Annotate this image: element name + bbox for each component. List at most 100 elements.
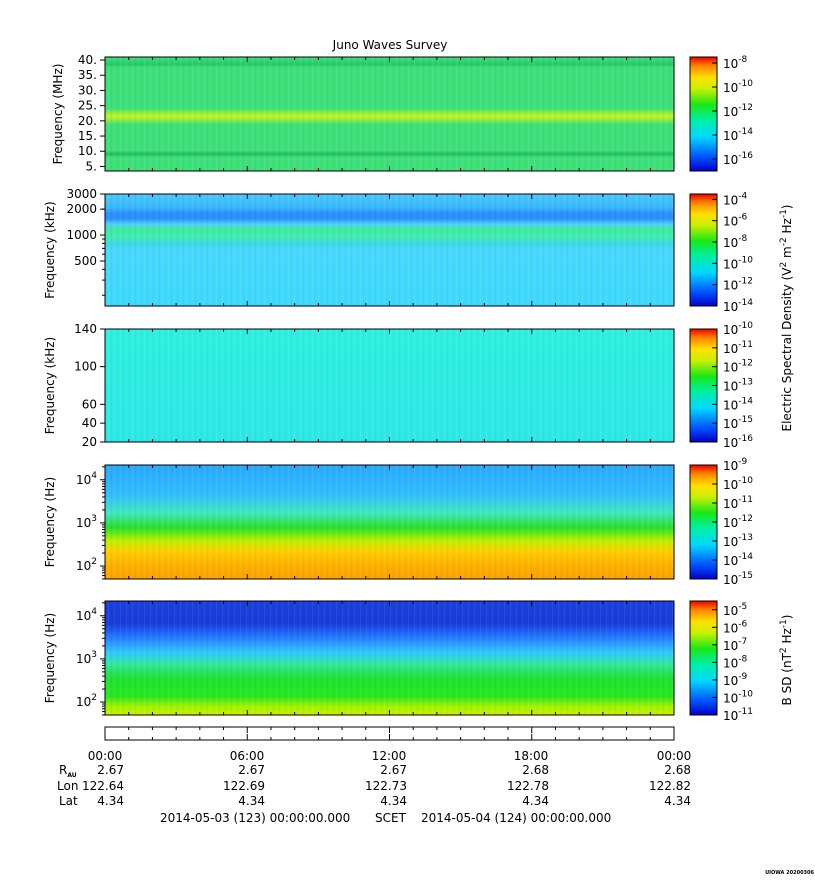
- ephemeris-value-lon: 122.78: [507, 779, 549, 793]
- colorbar-tick-label: 10-12: [723, 103, 753, 119]
- panel-1: 40.35.30. 25.20.15.10.5. Frequency (MHz) 10…: [51, 53, 753, 173]
- spectrogram-panels: 40.35.30. 25.20.15.10.5. Frequency (MHz) 10…: [43, 53, 794, 723]
- colorbar-tick-label: 10-10: [723, 321, 753, 337]
- colorbar-tick-label: 10-15: [723, 415, 753, 431]
- y-tick-label: 104: [76, 607, 97, 623]
- colorbar-tick-label: 10-14: [723, 127, 753, 143]
- y-tick-label: 140: [74, 322, 97, 336]
- y-tick-label: 25.: [78, 99, 97, 113]
- ephemeris-value-r: 2.68: [522, 763, 549, 777]
- colorbar-axis-label: Electric Spectral Density (V2 m-2 Hz-1): [779, 204, 794, 431]
- y-tick-label: 5.: [86, 159, 97, 173]
- colorbar-tick-label: 10-11: [723, 707, 753, 723]
- colorbar-tick-label: 10-14: [723, 298, 753, 314]
- y-axis-label: Frequency (Hz): [43, 477, 57, 568]
- y-tick-label: 104: [76, 471, 97, 487]
- colorbar-tick-label: 10-10: [723, 255, 753, 271]
- spectrogram-texture: [105, 465, 674, 579]
- colorbar-tick-label: 10-12: [723, 359, 753, 375]
- colorbar-tick-label: 10-16: [723, 151, 753, 167]
- y-axis-label: Frequency (Hz): [43, 613, 57, 704]
- y-tick-label: 100: [74, 360, 97, 374]
- y-tick-label: 60: [82, 397, 97, 411]
- time-tick-label: 12:00: [372, 749, 407, 763]
- y-axis-label: Frequency (kHz): [43, 337, 57, 434]
- ephemeris-label-lat: Lat: [59, 794, 78, 808]
- ephemeris-value-lat: 4.34: [238, 794, 265, 808]
- ephemeris-value-lon: 122.73: [365, 779, 407, 793]
- colorbar-tick-label: 10-10: [723, 476, 753, 492]
- ephemeris-label-r: RAU: [59, 763, 77, 779]
- colorbar-tick-label: 10-13: [723, 378, 753, 394]
- y-tick-label: 103: [76, 514, 97, 530]
- ephemeris-value-lon: 122.82: [649, 779, 691, 793]
- ephemeris-value-r: 2.68: [664, 763, 691, 777]
- panel-3: 140 100 60 40 20 Frequency (kHz) 10-10 10-11 10-…: [43, 321, 753, 450]
- colorbar-tick-label: 10-12: [723, 514, 753, 530]
- colorbar: [689, 193, 718, 307]
- colorbar-tick-label: 10-8: [723, 654, 748, 670]
- time-tick-label: 06:00: [230, 749, 265, 763]
- y-tick-label: 10.: [78, 144, 97, 158]
- y-tick-label: 30.: [78, 83, 97, 97]
- panel-4: 104 103 102 Frequency (Hz) 10-9 10-10 10-11 10-…: [43, 457, 753, 587]
- y-tick-label: 500: [74, 254, 97, 268]
- colorbar: [689, 600, 718, 716]
- time-range-label: SCET: [375, 811, 407, 825]
- colorbar-tick-label: 10-10: [723, 689, 753, 705]
- colorbar-tick-label: 10-14: [723, 552, 753, 568]
- colorbar-tick-label: 10-14: [723, 396, 753, 412]
- colorbar-tick-label: 10-8: [723, 55, 748, 71]
- colorbar-tick-label: 10-13: [723, 533, 753, 549]
- spectrogram-texture: [105, 57, 674, 171]
- chart-title: Juno Waves Survey: [332, 38, 448, 52]
- ephemeris-value-lon: 122.69: [223, 779, 265, 793]
- colorbar-tick-label: 10-4: [723, 191, 748, 207]
- ephemeris-value-lon: 122.64: [82, 779, 124, 793]
- y-axis-label: Frequency (kHz): [43, 201, 57, 298]
- y-tick-label: 35.: [78, 68, 97, 82]
- colorbar-tick-label: 10-6: [723, 213, 748, 229]
- y-tick-label: 102: [76, 693, 97, 709]
- colorbar-tick-label: 10-11: [723, 495, 753, 511]
- y-tick-label: 2000: [66, 202, 97, 216]
- colorbar-tick-label: 10-12: [723, 277, 753, 293]
- colorbar-tick-label: 10-10: [723, 79, 753, 95]
- spectrogram-texture: [105, 194, 674, 306]
- colorbar-axis-label: B SD (nT2 Hz-1): [779, 615, 794, 706]
- colorbar-tick-label: 10-9: [723, 457, 748, 473]
- y-tick-label: 1000: [66, 228, 97, 242]
- y-axis-label: Frequency (MHz): [51, 64, 65, 165]
- ephemeris-value-r: 2.67: [238, 763, 265, 777]
- ephemeris-label-lon: Lon: [57, 779, 78, 793]
- panel-5: 104 103 102 Frequency (Hz) 10-510-6 10-710-8 1…: [43, 600, 753, 723]
- y-tick-label: 3000: [66, 187, 97, 201]
- colorbar-tick-label: 10-9: [723, 672, 748, 688]
- time-tick-label: 18:00: [514, 749, 549, 763]
- colorbar-tick-label: 10-5: [723, 602, 747, 618]
- y-tick-label: 40: [82, 416, 97, 430]
- spectrogram-texture: [105, 329, 674, 442]
- ephemeris-value-lat: 4.34: [380, 794, 407, 808]
- credit-label: UIOWA 20200306: [765, 870, 814, 876]
- colorbar-tick-label: 10-7: [723, 637, 747, 653]
- colorbar-tick-label: 10-16: [723, 434, 753, 450]
- y-tick-label: 102: [76, 557, 97, 573]
- y-tick-label: 103: [76, 650, 97, 666]
- colorbar-tick-label: 10-11: [723, 340, 753, 356]
- ephemeris-value-lat: 4.34: [522, 794, 549, 808]
- y-tick-label: 20: [82, 435, 97, 449]
- time-range-end: 2014-05-04 (124) 00:00:00.000: [421, 811, 611, 825]
- colorbar-tick-label: 10-6: [723, 619, 748, 635]
- spectrogram-texture: [105, 601, 674, 715]
- time-range-start: 2014-05-03 (123) 00:00:00.000: [160, 811, 350, 825]
- ephemeris-value-lat: 4.34: [664, 794, 691, 808]
- ephemeris-value-r: 2.67: [380, 763, 407, 777]
- time-tick-label: 00:00: [657, 749, 692, 763]
- ephemeris-value-r: 2.67: [97, 763, 124, 777]
- y-tick-label: 15.: [78, 129, 97, 143]
- y-tick-label: 20.: [78, 114, 97, 128]
